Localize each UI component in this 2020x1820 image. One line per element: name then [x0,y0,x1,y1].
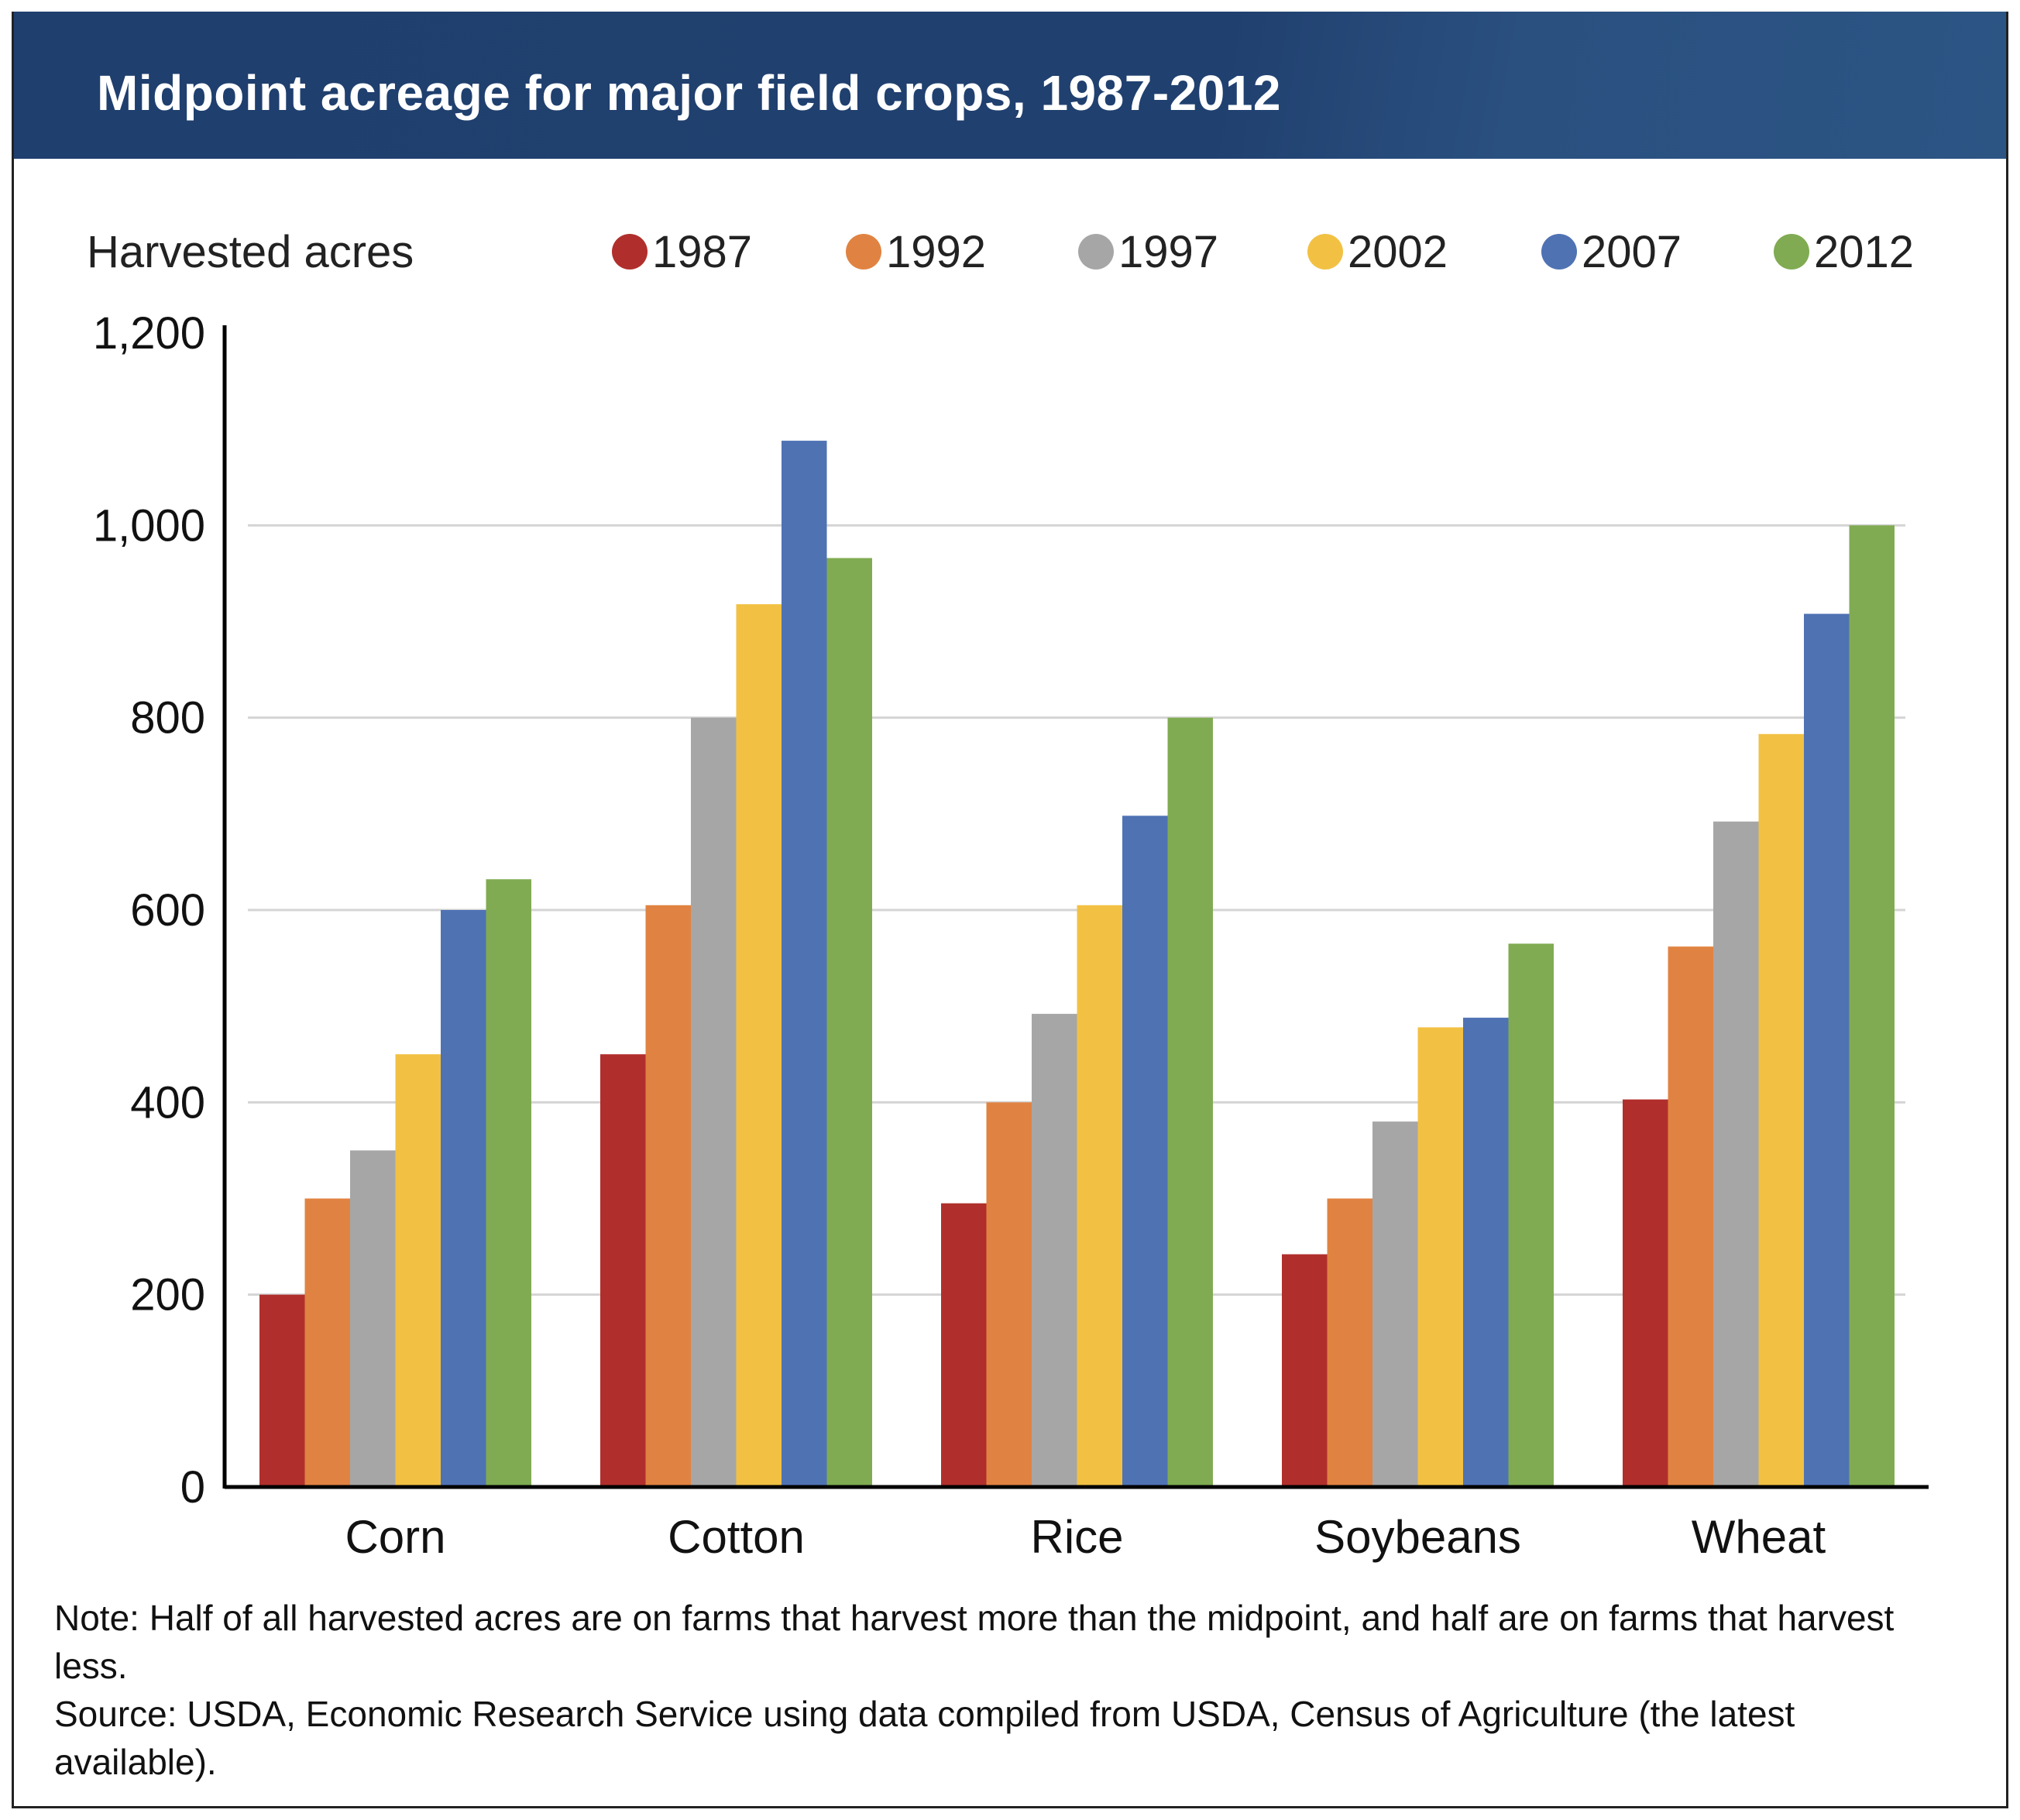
bar-rice-1997 [1032,1014,1077,1487]
y-tick-label: 600 [130,885,205,936]
legend-label: 1992 [886,227,987,277]
legend-label: 2002 [1348,227,1448,277]
bar-cotton-1997 [691,717,737,1487]
bar-cotton-2007 [782,441,827,1487]
bar-corn-2012 [486,879,531,1487]
bar-wheat-1992 [1668,946,1713,1487]
bar-wheat-2002 [1758,733,1804,1487]
bar-wheat-2007 [1804,613,1850,1487]
bar-soybeans-1997 [1372,1121,1418,1487]
chart-header: Midpoint acreage for major field crops, … [12,12,2008,159]
y-tick-label: 0 [180,1462,205,1513]
legend-swatch-icon [1774,234,1809,270]
y-tick-label: 800 [130,693,205,743]
legend-label: 2012 [1814,227,1915,277]
bar-corn-1992 [304,1198,350,1487]
bar-wheat-1987 [1623,1099,1668,1487]
bar-rice-2007 [1122,816,1168,1487]
legend-swatch-icon [1541,234,1577,270]
bar-corn-2002 [395,1054,441,1487]
bar-corn-2007 [441,910,486,1487]
bar-corn-1987 [259,1294,305,1487]
bar-cotton-2012 [826,558,872,1487]
bar-soybeans-2002 [1417,1027,1463,1487]
bar-cotton-1992 [645,905,691,1487]
y-axis-label: Harvested acres [87,227,414,277]
note-text: Note: Half of all harvested acres are on… [54,1598,1895,1686]
bar-cotton-2002 [736,604,782,1487]
bar-soybeans-2012 [1508,943,1554,1487]
legend-swatch-icon [1078,234,1114,270]
bar-wheat-2012 [1849,525,1895,1488]
bar-soybeans-2007 [1463,1018,1509,1487]
x-tick-label: Wheat [1692,1511,1826,1563]
y-tick-label: 1,200 [93,308,205,359]
legend-swatch-icon [1307,234,1343,270]
bar-wheat-1997 [1713,821,1759,1487]
bar-soybeans-1987 [1282,1254,1328,1487]
x-tick-label: Corn [345,1511,445,1563]
legend-label: 1987 [652,227,753,277]
x-tick-label: Rice [1030,1511,1123,1563]
legend-label: 1997 [1118,227,1219,277]
legend-label: 2007 [1582,227,1682,277]
bar-soybeans-1992 [1327,1198,1372,1487]
bar-rice-1992 [986,1102,1032,1487]
x-tick-label: Cotton [668,1511,805,1563]
footnote: Note: Half of all harvested acres are on… [54,1594,1913,1786]
legend-swatch-icon [612,234,648,270]
bar-rice-2002 [1077,905,1122,1487]
y-tick-label: 400 [130,1077,205,1128]
chart-title: Midpoint acreage for major field crops, … [97,65,1281,121]
chart-frame [12,12,2008,1808]
y-tick-label: 1,000 [93,500,205,551]
y-tick-label: 200 [130,1270,205,1320]
bar-rice-1987 [941,1203,987,1487]
bar-rice-2012 [1167,717,1213,1487]
source-text: Source: USDA, Economic Research Service … [54,1694,1795,1782]
bar-cotton-1987 [600,1054,646,1487]
x-tick-label: Soybeans [1314,1511,1521,1563]
legend-swatch-icon [846,234,881,270]
bar-corn-1997 [350,1150,396,1487]
